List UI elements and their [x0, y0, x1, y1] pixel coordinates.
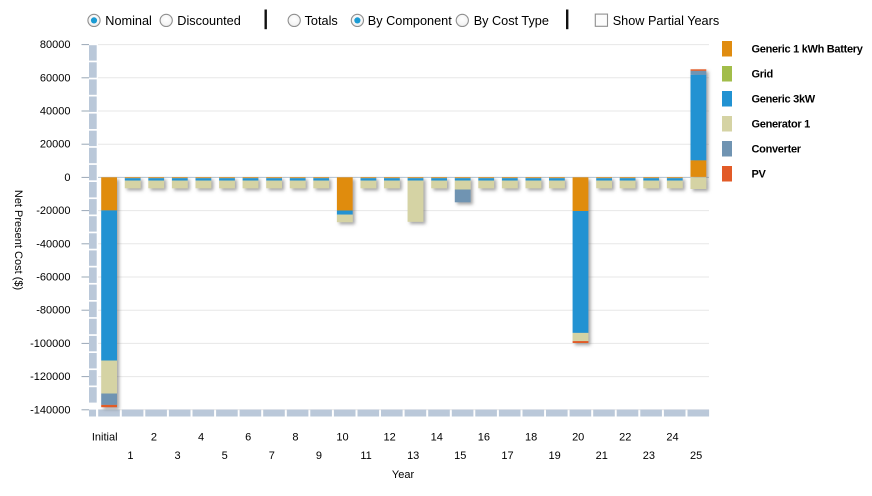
svg-text:Nominal: Nominal	[105, 14, 152, 28]
svg-text:2: 2	[151, 432, 157, 444]
svg-text:60000: 60000	[40, 72, 71, 84]
svg-text:14: 14	[431, 432, 443, 444]
svg-text:Generator 1: Generator 1	[752, 118, 811, 130]
svg-text:6: 6	[245, 432, 251, 444]
svg-text:By Cost Type: By Cost Type	[474, 14, 549, 28]
svg-text:20: 20	[572, 432, 584, 444]
svg-text:-100000: -100000	[30, 338, 70, 350]
svg-text:3: 3	[174, 450, 180, 462]
svg-text:Generic 3kW: Generic 3kW	[752, 93, 816, 105]
svg-text:9: 9	[316, 450, 322, 462]
svg-text:-120000: -120000	[30, 371, 70, 383]
svg-text:-20000: -20000	[36, 205, 70, 217]
svg-text:7: 7	[269, 450, 275, 462]
svg-text:24: 24	[666, 432, 678, 444]
svg-text:-140000: -140000	[30, 404, 70, 416]
svg-text:Totals: Totals	[305, 14, 338, 28]
svg-text:13: 13	[407, 450, 419, 462]
svg-text:23: 23	[643, 450, 655, 462]
svg-text:17: 17	[501, 450, 513, 462]
svg-text:16: 16	[478, 432, 490, 444]
svg-text:1: 1	[127, 450, 133, 462]
svg-text:Discounted: Discounted	[177, 14, 240, 28]
svg-text:15: 15	[454, 450, 466, 462]
svg-text:PV: PV	[752, 168, 767, 180]
svg-text:12: 12	[383, 432, 395, 444]
svg-text:By Component: By Component	[368, 14, 452, 28]
svg-text:22: 22	[619, 432, 631, 444]
svg-text:Generic 1 kWh Battery: Generic 1 kWh Battery	[752, 43, 864, 55]
svg-text:Year: Year	[392, 469, 415, 481]
svg-text:19: 19	[548, 450, 560, 462]
svg-text:5: 5	[222, 450, 228, 462]
svg-text:4: 4	[198, 432, 204, 444]
svg-text:-60000: -60000	[36, 272, 70, 284]
svg-text:Converter: Converter	[752, 143, 802, 155]
svg-text:Net Present Cost ($): Net Present Cost ($)	[12, 190, 24, 290]
svg-text:18: 18	[525, 432, 537, 444]
svg-text:25: 25	[690, 450, 702, 462]
svg-text:20000: 20000	[40, 139, 71, 151]
svg-text:Initial: Initial	[92, 432, 118, 444]
svg-text:8: 8	[292, 432, 298, 444]
svg-text:40000: 40000	[40, 106, 71, 118]
svg-text:Grid: Grid	[752, 68, 773, 80]
svg-text:-40000: -40000	[36, 238, 70, 250]
svg-text:80000: 80000	[40, 39, 71, 51]
svg-text:10: 10	[336, 432, 348, 444]
svg-text:21: 21	[596, 450, 608, 462]
svg-text:-80000: -80000	[36, 305, 70, 317]
svg-text:11: 11	[360, 450, 371, 462]
svg-text:Show Partial Years: Show Partial Years	[613, 14, 720, 28]
svg-text:0: 0	[64, 172, 70, 184]
